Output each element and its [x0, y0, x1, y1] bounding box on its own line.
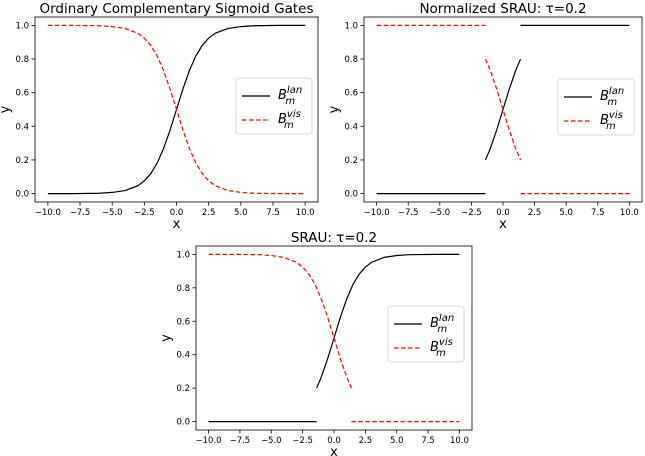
y-tick-label: 0.6: [344, 89, 358, 99]
x-tick-label: −5.0: [102, 208, 123, 218]
y-axis-label: y: [327, 105, 342, 113]
x-tick-label: 10.0: [450, 436, 469, 446]
y-tick-label: 0.2: [344, 156, 358, 166]
series-line-vis: [484, 58, 522, 161]
series-line-vis: [208, 253, 352, 389]
y-tick-label: 0.4: [176, 351, 190, 361]
x-tick-label: 0.0: [327, 436, 341, 446]
legend-label: Blan m: [278, 85, 302, 107]
y-tick-label: 1.0: [176, 250, 190, 260]
y-tick-label: 0.2: [15, 156, 29, 166]
x-tick-label: −5.0: [429, 208, 450, 218]
y-tick-label: 0.6: [15, 89, 29, 99]
x-tick-label: −2.5: [134, 208, 155, 218]
legend-label: Blan m: [430, 313, 454, 335]
x-tick-label: 7.5: [266, 208, 280, 218]
legend-box: [235, 77, 313, 135]
y-axis-label: y: [159, 334, 174, 342]
legend-box: [387, 305, 465, 363]
x-tick-label: −10.0: [364, 208, 390, 218]
chart-3: −10.0 −7.5 −5.0 −2.5 0.0 2.5 5.0 7.5 10.0 0.0 0.2 0…: [159, 230, 473, 456]
x-tick-label: 2.5: [202, 208, 216, 218]
y-tick-label: 0.0: [15, 190, 29, 200]
x-tick-label: −7.5: [70, 208, 91, 218]
y-axis-label: y: [0, 105, 13, 113]
y-tick-label: 1.0: [344, 21, 358, 31]
x-tick-label: 5.0: [390, 436, 404, 446]
y-tick-label: 0.0: [176, 418, 190, 428]
y-tick-label: 0.2: [176, 384, 190, 394]
x-tick-label: 7.5: [591, 208, 605, 218]
legend-label: Bvis m: [430, 337, 453, 359]
legend-label: Blan m: [600, 86, 624, 108]
x-tick-label: 2.5: [359, 436, 373, 446]
x-tick-label: 0.0: [496, 208, 510, 218]
x-axis-label: x: [499, 217, 507, 232]
chart-title: SRAU: τ=0.2: [291, 230, 377, 246]
x-tick-label: 7.5: [421, 436, 435, 446]
x-tick-label: −7.5: [398, 208, 419, 218]
legend-label: Bvis m: [600, 110, 623, 132]
y-tick-label: 0.4: [344, 122, 358, 132]
x-tick-label: −2.5: [292, 436, 313, 446]
legend-label: Bvis m: [278, 109, 301, 131]
x-tick-label: −7.5: [230, 436, 251, 446]
chart-2: −10.0 −7.5 −5.0 −2.5 0.0 2.5 5.0 7.5 10.0 0.0 0.2 0…: [327, 1, 643, 232]
y-tick-label: 0.4: [15, 122, 29, 132]
x-tick-label: 5.0: [559, 208, 573, 218]
series-line-vis: [47, 24, 306, 195]
x-tick-label: −2.5: [461, 208, 482, 218]
x-tick-label: −10.0: [196, 436, 222, 446]
chart-title: Ordinary Complementary Sigmoid Gates: [39, 1, 313, 17]
chart-title: Normalized SRAU: τ=0.2: [419, 1, 586, 17]
x-tick-label: −5.0: [261, 436, 282, 446]
chart-1: −10.0 −7.5 −5.0 −2.5 0.0 2.5 5.0 7.5 10.0 0.0 0.2 0…: [0, 1, 319, 232]
x-tick-label: 2.5: [528, 208, 542, 218]
y-tick-label: 0.0: [344, 190, 358, 200]
x-axis-label: x: [173, 217, 181, 232]
x-tick-label: 10.0: [296, 208, 315, 218]
series-line-lan: [316, 253, 460, 389]
y-tick-label: 0.8: [15, 55, 29, 65]
x-tick-label: 5.0: [234, 208, 248, 218]
y-tick-label: 1.0: [15, 21, 29, 31]
x-tick-label: 0.0: [170, 208, 184, 218]
legend-box: [557, 78, 635, 136]
x-tick-label: −10.0: [35, 208, 61, 218]
x-tick-label: 10.0: [620, 208, 639, 218]
y-tick-label: 0.8: [176, 284, 190, 294]
y-tick-label: 0.6: [176, 317, 190, 327]
x-axis-label: x: [330, 445, 338, 456]
y-tick-label: 0.8: [344, 55, 358, 65]
